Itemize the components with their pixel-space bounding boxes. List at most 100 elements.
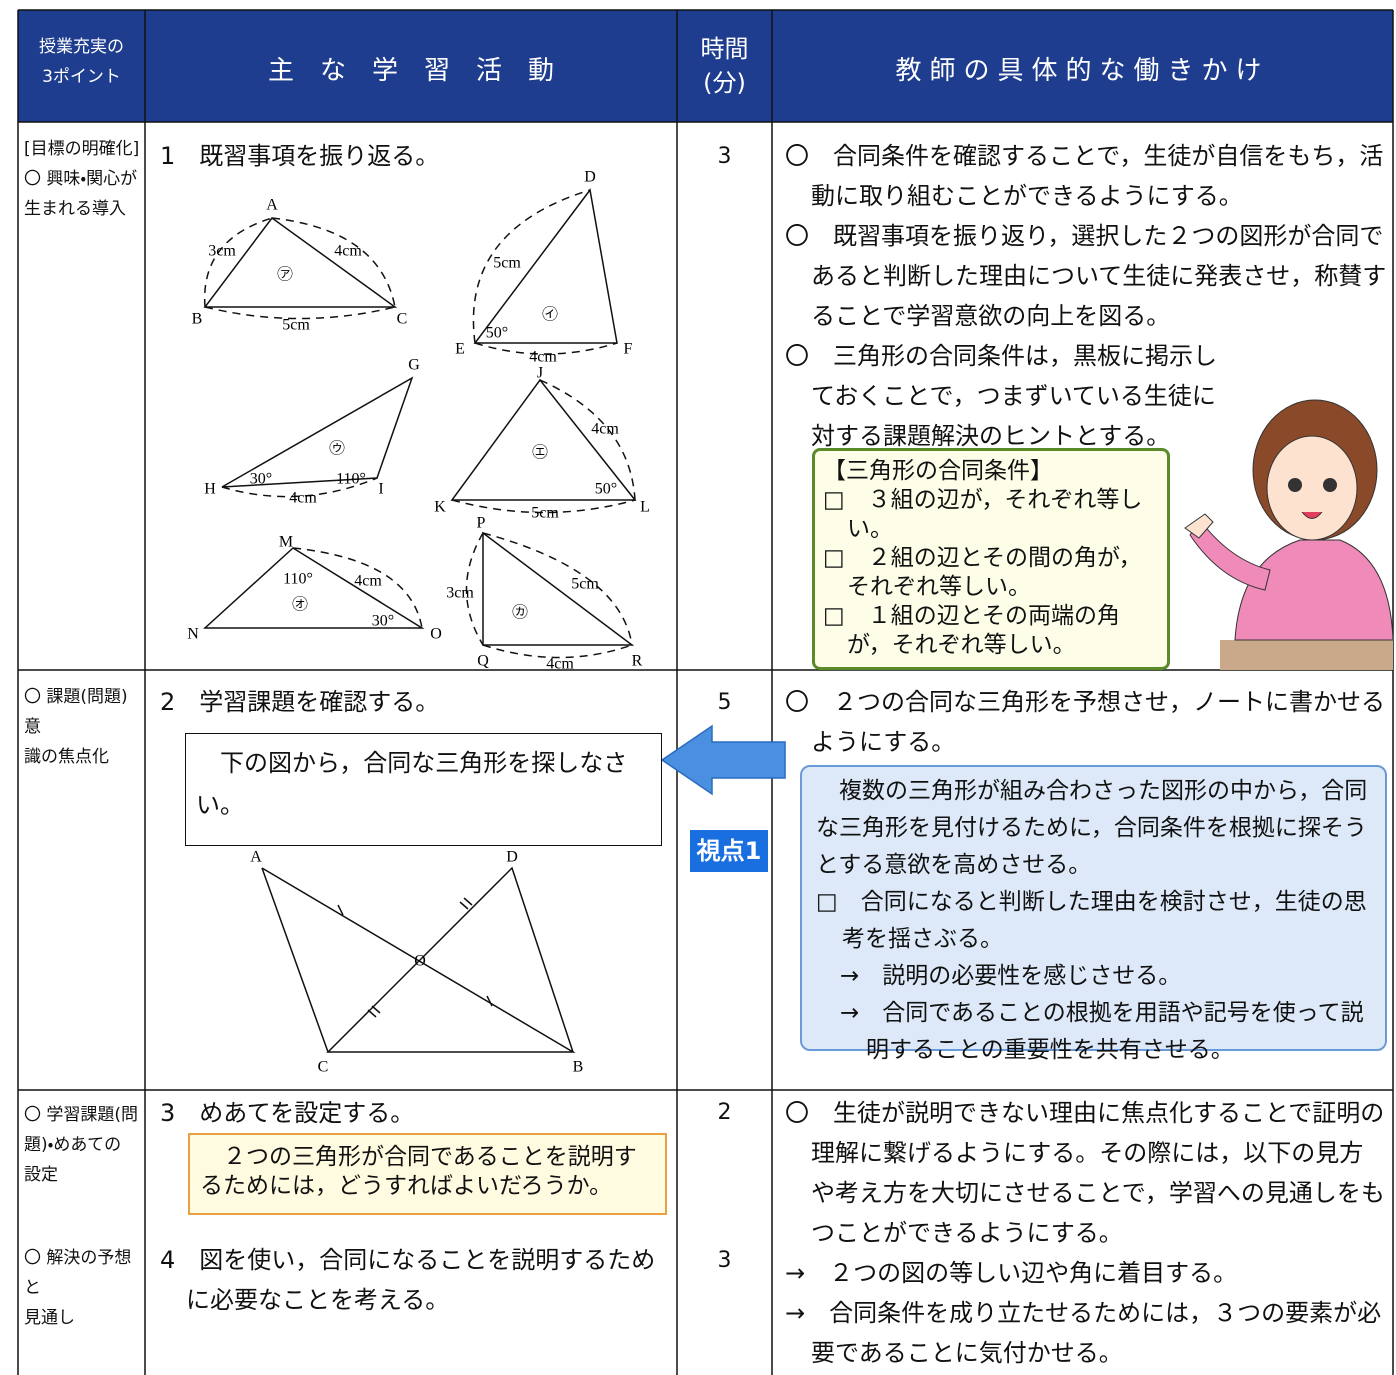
- figure-label: C: [397, 311, 408, 328]
- figure-label: 5cm: [282, 317, 310, 334]
- figure-label: ㋒: [329, 440, 345, 458]
- figure-label: 110°: [336, 471, 366, 488]
- figure-label: ㋓: [532, 444, 548, 462]
- paragraph: 〇 生徒が説明できない理由に焦点化することで証明の理解に繋げるようにする。その際…: [785, 1099, 1385, 1247]
- activity: 3 めあてを設定する。: [160, 1099, 415, 1127]
- figure-label: D: [584, 169, 596, 186]
- figure-label: I: [378, 481, 383, 498]
- paragraph: 4 図を使い，合同になることを説明するために必要なことを考える。: [160, 1246, 656, 1314]
- paragraph: 〇 既習事項を振り返り，選択した２つの図形が合同であると判断した理由について生徒…: [785, 222, 1387, 330]
- figure-label: D: [506, 849, 518, 866]
- figure-label: 4cm: [546, 656, 574, 673]
- points: [目標の明確化] 〇 興味・関心が 生まれる導入: [24, 134, 144, 224]
- points-line: 設定: [24, 1165, 58, 1185]
- paragraph: 複数の三角形が組み合わさった図形の中から，合同な三角形を見付けるために，合同条件…: [816, 778, 1368, 878]
- points-line: [目標の明確化]: [24, 139, 140, 159]
- paragraph: → 合同であることの根拠を用語や記号を使って説明することの重要性を共有させる。: [840, 1000, 1364, 1063]
- figure-label: 5cm: [531, 505, 559, 522]
- figure-label: 5cm: [493, 255, 521, 272]
- points: 〇 課題(問題)意識の焦点化: [24, 682, 144, 772]
- figure-label: ㋕: [512, 604, 528, 622]
- figure-label: A: [250, 849, 262, 866]
- figure-label: J: [537, 365, 543, 382]
- paragraph: → 説明の必要性を感じさせる。: [840, 963, 1182, 989]
- figure-label: 4cm: [591, 421, 619, 438]
- figure-label: 4cm: [354, 573, 382, 590]
- callout: 複数の三角形が組み合わさった図形の中から，合同な三角形を見付けるために，合同条件…: [800, 765, 1387, 1063]
- figure-label: 50°: [486, 325, 508, 342]
- figure-label: 3cm: [208, 243, 236, 260]
- paragraph: → ２つの図の等しい辺や角に着目する。: [785, 1259, 1238, 1287]
- time: 2: [717, 1100, 732, 1125]
- badge: 視点1: [690, 830, 768, 872]
- conditions-title: 【三角形の合同条件】: [823, 458, 1053, 484]
- header-time: 時間 (分): [677, 32, 772, 100]
- teacher-text: 〇 ２つの合同な三角形を予想させ，ノートに書かせるようにする。: [785, 682, 1387, 762]
- figure-label: R: [632, 653, 643, 670]
- conditions-box: 【三角形の合同条件】 □ ３組の辺が，それぞれ等しい。 □ ２組の辺とその間の角…: [812, 448, 1170, 670]
- figure-label: G: [408, 357, 420, 374]
- arrow: [660, 724, 786, 796]
- paragraph: 〇 三角形の合同条件は，黒板に掲示しておくことで，つまずいている生徒に対する課題…: [785, 342, 1217, 450]
- figure-label: O: [430, 626, 442, 643]
- figure-label: F: [624, 341, 633, 358]
- points: 〇 解決の予想と見通し: [24, 1243, 144, 1333]
- conditions-item: □ ３組の辺が，それぞれ等しい。: [823, 487, 1143, 542]
- figure-label: 50°: [595, 481, 617, 498]
- activity: 4 図を使い，合同になることを説明するために必要なことを考える。: [160, 1240, 670, 1320]
- header-bg: [18, 10, 1393, 122]
- paragraph: → 合同条件を成り立たせるためには，３つの要素が必要であることに気付かせる。: [785, 1299, 1382, 1367]
- figure-label: ㋔: [292, 596, 308, 614]
- time: 3: [717, 1248, 732, 1273]
- time: 5: [717, 690, 732, 715]
- header-line: 授業充実の: [39, 37, 124, 57]
- figure-label: E: [455, 341, 465, 358]
- points-line: 見通し: [24, 1308, 75, 1328]
- conditions-item: □ ２組の辺とその間の角が，それぞれ等しい。: [823, 545, 1142, 600]
- figure-label: 30°: [250, 471, 272, 488]
- points-line: 〇 興味・関心が: [24, 169, 138, 189]
- figure-label: N: [187, 626, 199, 643]
- figure-label: 30°: [372, 613, 394, 630]
- points-line: 〇 解決の予想と: [24, 1248, 132, 1298]
- figure-label: 4cm: [289, 490, 317, 507]
- figure-label: 4cm: [334, 243, 362, 260]
- points-line: 識の焦点化: [24, 747, 109, 767]
- time: 3: [717, 144, 732, 169]
- points-line: 生まれる導入: [24, 199, 126, 219]
- figure-label: L: [640, 499, 650, 516]
- figure-label: Q: [477, 653, 489, 670]
- figure-label: 3cm: [446, 585, 474, 602]
- figure-label: P: [477, 515, 486, 532]
- header-teacher: 教師の具体的な働きかけ: [895, 56, 1270, 86]
- activity: 2 学習課題を確認する。: [160, 688, 440, 716]
- figure-label: ㋑: [542, 306, 558, 324]
- teacher-illustration: [1184, 399, 1394, 670]
- teacher-text: 〇 合同条件を確認することで，生徒が自信をもち，活動に取り組むことができるように…: [785, 136, 1387, 456]
- activity: 1 既習事項を振り返る。: [160, 142, 440, 170]
- header-points: 授業充実の 3ポイント: [18, 32, 145, 92]
- figure-label: 4cm: [529, 349, 557, 366]
- paragraph: □ 合同になると判断した理由を検討させ，生徒の思考を揺さぶる。: [816, 889, 1367, 952]
- figure-label: O: [414, 953, 426, 970]
- paragraph: 〇 合同条件を確認することで，生徒が自信をもち，活動に取り組むことができるように…: [785, 142, 1384, 210]
- figure-label: 110°: [283, 571, 313, 588]
- figure-label: K: [434, 499, 446, 516]
- points-line: 題)・めあての: [24, 1135, 122, 1155]
- goal-box: ２つの三角形が合同であることを説明するためには，どうすればよいだろうか。: [188, 1133, 667, 1215]
- header-line: (分): [703, 69, 746, 97]
- figure-label: B: [192, 311, 203, 328]
- conditions-item: □ １組の辺とその両端の角が，それぞれ等しい。: [823, 603, 1121, 658]
- task-box: 下の図から，合同な三角形を探しなさい。: [185, 733, 662, 846]
- points-line: 〇 課題(問題)意: [24, 687, 128, 737]
- header-activities: 主 な 学 習 活 動: [267, 56, 554, 86]
- figure-label: ㋐: [277, 266, 293, 284]
- figure-label: 5cm: [571, 576, 599, 593]
- figure-label: M: [279, 534, 293, 551]
- paragraph: 〇 ２つの合同な三角形を予想させ，ノートに書かせるようにする。: [785, 688, 1385, 756]
- header-line: 時間: [700, 35, 749, 63]
- points: 〇 学習課題(問 題)・めあての 設定: [24, 1100, 144, 1190]
- teacher-text: 〇 生徒が説明できない理由に焦点化することで証明の理解に繋げるようにする。その際…: [785, 1093, 1387, 1373]
